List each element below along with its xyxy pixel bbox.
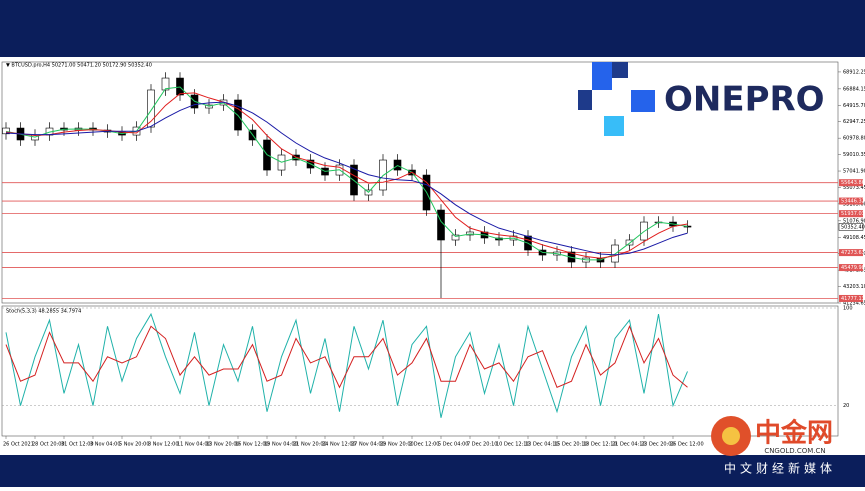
level-label: 51937.03 — [841, 211, 865, 217]
x-tick-label: 27 Nov 04:00 — [351, 442, 385, 448]
y-tick-label: 60978.80 — [843, 136, 865, 142]
x-tick-label: 28 Oct 20:00 — [32, 442, 65, 448]
level-label-box — [839, 294, 863, 302]
x-tick-label: 26 Dec 12:00 — [670, 442, 704, 448]
y-tick-label: 64915.70 — [843, 103, 865, 109]
indicator-tick-label: 100 — [843, 306, 853, 312]
x-tick-label: 15 Dec 20:10 — [554, 442, 588, 448]
indicator-title: Stoch(5,3,3) 48.2855 34.7974 — [6, 309, 81, 315]
candle-body — [625, 239, 634, 246]
x-tick-label: 13 Dec 04:10 — [525, 442, 559, 448]
candle-body — [147, 89, 155, 128]
site-name: 中金网 — [755, 418, 833, 449]
x-tick-label: 21 Dec 04:10 — [612, 442, 646, 448]
y-tick-label: 49108.45 — [843, 235, 865, 241]
x-tick-label: 10 Dec 12:10 — [496, 442, 530, 448]
candle-body — [2, 127, 10, 135]
current-price-label: 50352.40 — [841, 224, 865, 230]
x-tick-label: 16 Nov 12:00 — [235, 442, 269, 448]
x-tick-label: 7 Dec 20:10 — [467, 442, 497, 448]
candle-body — [161, 77, 170, 91]
candle-body — [437, 209, 445, 241]
level-label-box — [839, 249, 863, 257]
stochastic-line — [5, 312, 688, 418]
x-tick-label: 31 Oct 12:00 — [61, 442, 94, 448]
level-label: 41777.13 — [841, 296, 865, 302]
x-tick-label: 24 Nov 12:00 — [322, 442, 356, 448]
logo-text: ONEPRO — [664, 80, 825, 120]
logo-shape — [592, 62, 612, 90]
level-label-box — [839, 210, 863, 218]
moving-average — [5, 86, 688, 261]
y-tick-label: 55073.45 — [843, 185, 865, 191]
x-tick-label: 29 Nov 20:00 — [380, 442, 414, 448]
logo-shape — [604, 116, 624, 136]
x-tick-label: 21 Nov 20:00 — [293, 442, 327, 448]
logo: ONEPRO — [578, 62, 825, 136]
y-tick-label: 43203.10 — [843, 284, 865, 290]
site-icon — [722, 427, 740, 445]
tagline: 中文财经新媒体 — [724, 461, 836, 476]
moving-average — [5, 92, 688, 259]
indicator-panel — [1, 305, 839, 437]
candle-body — [466, 231, 474, 236]
watermark: 中金网 CNGOLD.COM.CN 中文财经新媒体 — [711, 416, 836, 476]
level-label: 53446.32 — [841, 199, 865, 205]
x-tick-label: 18 Dec 12:10 — [583, 442, 617, 448]
x-tick-label: 11 Nov 04:00 — [177, 442, 211, 448]
x-tick-label: 13 Nov 20:00 — [206, 442, 240, 448]
stochastic-line — [5, 324, 688, 389]
level-label-box — [839, 197, 863, 205]
x-tick-label: 23 Dec 20:00 — [641, 442, 675, 448]
site-domain: CNGOLD.COM.CN — [764, 447, 825, 455]
chart-window — [0, 57, 865, 455]
x-tick-label: 3 Nov 04:00 — [90, 442, 121, 448]
y-tick-label: 68912.25 — [843, 69, 865, 75]
candle-body — [451, 234, 460, 241]
moving-average — [5, 101, 688, 256]
x-tick-label: 5 Nov 20:00 — [119, 442, 150, 448]
level-label: 55643.86 — [841, 180, 865, 186]
x-tick-label: 8 Nov 12:00 — [148, 442, 179, 448]
level-label: 45479.98 — [841, 265, 865, 271]
logo-shape — [631, 90, 655, 112]
y-tick-label: 59010.35 — [843, 152, 865, 158]
y-tick-label: 66884.15 — [843, 86, 865, 92]
y-tick-label: 57041.90 — [843, 169, 865, 175]
level-label-box — [839, 179, 863, 187]
logo-shape — [578, 90, 592, 110]
current-price-box — [838, 223, 864, 231]
level-label-box — [839, 264, 863, 272]
candle-body — [176, 77, 184, 96]
y-tick-label: 62947.25 — [843, 119, 865, 125]
x-tick-label: 5 Dec 04:00 — [438, 442, 468, 448]
logo-shape — [612, 62, 628, 78]
level-label: 47273.63 — [841, 250, 865, 256]
x-tick-label: 26 Oct 2021 — [3, 442, 34, 448]
x-tick-label: 2 Dec 12:00 — [409, 442, 439, 448]
x-tick-label: 19 Nov 04:00 — [264, 442, 298, 448]
indicator-tick-label: 20 — [843, 403, 849, 409]
y-tick-label: 51076.90 — [843, 218, 865, 224]
y-tick-label: 41234.65 — [843, 301, 865, 307]
symbol-header: ▼ BTCUSD.pro,H4 50271.00 50471.20 50172.… — [6, 63, 152, 69]
